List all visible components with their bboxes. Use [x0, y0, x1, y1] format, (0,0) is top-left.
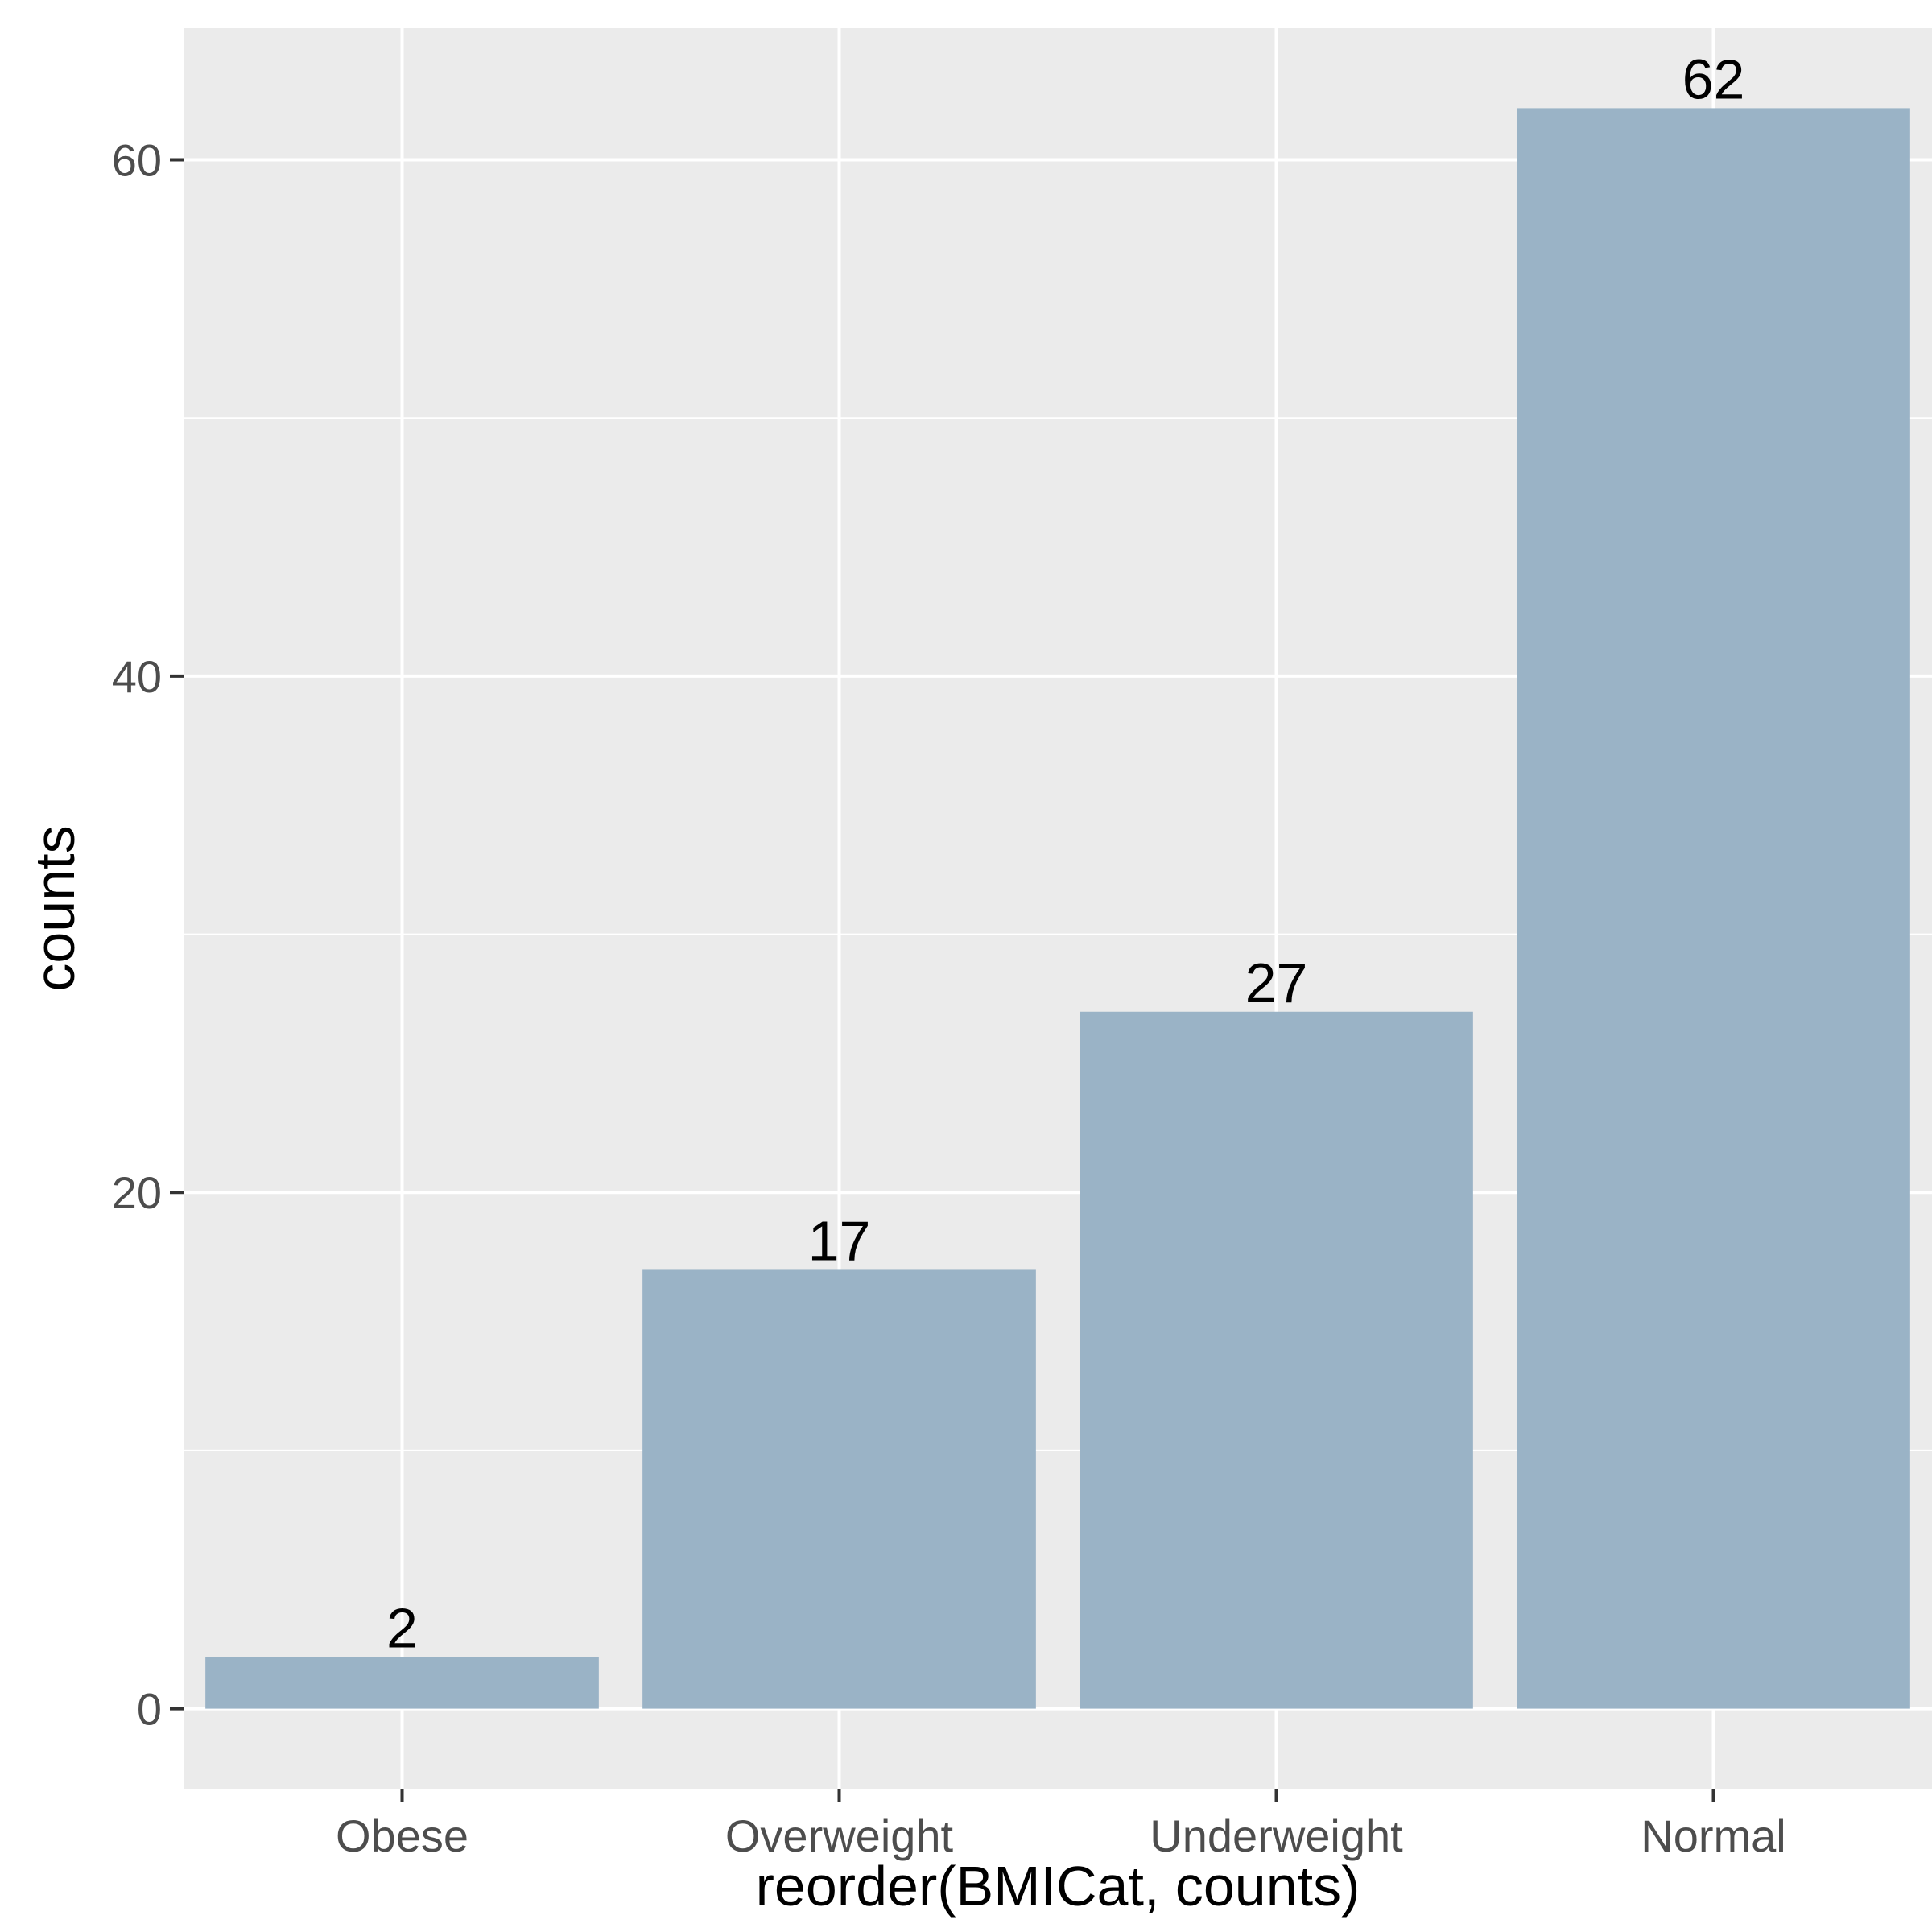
- x-tick-label: Underweight: [1150, 1810, 1403, 1861]
- y-tick-label: 20: [112, 1167, 162, 1218]
- x-tick-label: Overweight: [725, 1810, 954, 1861]
- data-label: 27: [1245, 952, 1308, 1014]
- data-label: 62: [1682, 47, 1745, 110]
- bars: [205, 108, 1910, 1709]
- x-tick-label: Obese: [336, 1810, 469, 1861]
- bar-obese: [205, 1657, 599, 1709]
- bar-overweight: [642, 1269, 1036, 1709]
- y-axis-title: counts: [23, 825, 86, 991]
- y-tick-label: 0: [137, 1684, 162, 1735]
- data-labels: 2 17 27 62: [386, 47, 1744, 1659]
- x-tick-label: Normal: [1641, 1810, 1785, 1861]
- y-tick-label: 40: [112, 651, 162, 702]
- x-axis-title: reorder(BMICat, counts): [756, 1855, 1360, 1918]
- y-axis: 0 20 40 60: [112, 135, 184, 1735]
- x-axis: Obese Overweight Underweight Normal: [336, 1789, 1786, 1861]
- data-label: 2: [386, 1596, 418, 1659]
- data-label: 17: [808, 1209, 871, 1272]
- bar-underweight: [1080, 1011, 1473, 1709]
- y-tick-label: 60: [112, 135, 162, 186]
- bar-normal: [1517, 108, 1910, 1709]
